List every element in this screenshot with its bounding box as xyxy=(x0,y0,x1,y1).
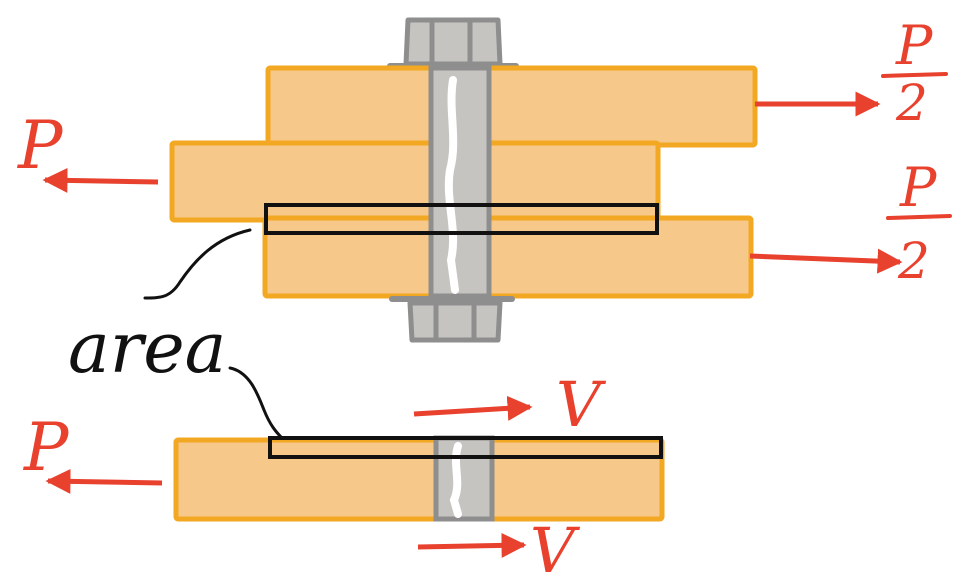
label-p-right-top-num: P xyxy=(895,14,934,77)
bolt-head-top xyxy=(387,17,519,69)
area-leader-bottom xyxy=(228,366,284,440)
force-arrow-left-bottom xyxy=(45,468,163,494)
force-arrow-left-top xyxy=(42,167,159,193)
middle-plate xyxy=(169,140,661,223)
fraction-bar-right-top xyxy=(881,72,948,78)
bolt-nut-bottom xyxy=(389,296,515,343)
label-2-right-bottom-den: 2 xyxy=(897,232,930,290)
fraction-bar-right-bottom xyxy=(886,214,952,220)
bolt-shank xyxy=(428,65,492,299)
top-plate xyxy=(265,65,758,148)
label-v-bottom: V xyxy=(530,514,581,587)
label-area: area xyxy=(68,307,226,389)
area-leader-top xyxy=(143,228,252,300)
shear-arrow-bottom xyxy=(417,532,527,558)
lower-plate xyxy=(173,437,665,522)
label-v-top: V xyxy=(556,368,607,441)
shear-arrow-top xyxy=(413,395,533,421)
force-arrow-right-bottom xyxy=(749,248,903,274)
label-p-right-bottom-num: P xyxy=(899,156,938,219)
shear-area-outline-bottom xyxy=(268,436,663,459)
bottom-plate xyxy=(262,215,754,299)
label-p-left-top: P xyxy=(17,107,64,184)
lower-bolt-segment xyxy=(433,435,495,522)
label-p-left-bottom: P xyxy=(23,409,70,486)
shear-area-outline-top xyxy=(264,203,659,235)
label-2-right-top-den: 2 xyxy=(895,74,928,132)
